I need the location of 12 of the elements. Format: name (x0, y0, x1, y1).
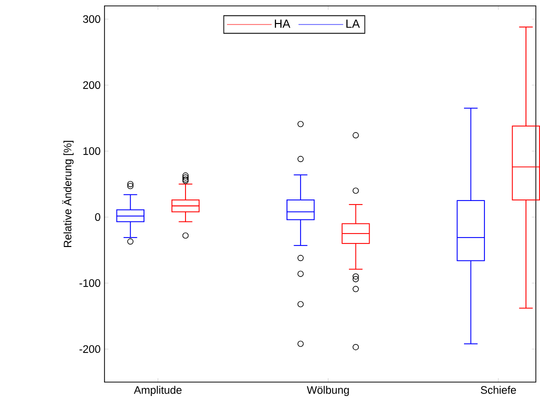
y-tick-label: -100 (79, 279, 100, 288)
x-tick-label: Schiefe (480, 386, 516, 394)
y-tick-label: 300 (83, 15, 100, 24)
y-tick-label: 0 (95, 213, 100, 222)
y-tick-label: -200 (79, 345, 100, 354)
y-tick-label: 100 (83, 147, 100, 156)
y-axis-title: Relative Änderung [%] (62, 141, 74, 248)
legend-label: LA (346, 20, 360, 28)
y-tick-label: 200 (83, 81, 100, 90)
legend-label: HA (274, 20, 290, 28)
x-tick-label: Wölbung (306, 386, 349, 396)
x-tick-label: Amplitude (134, 386, 182, 396)
